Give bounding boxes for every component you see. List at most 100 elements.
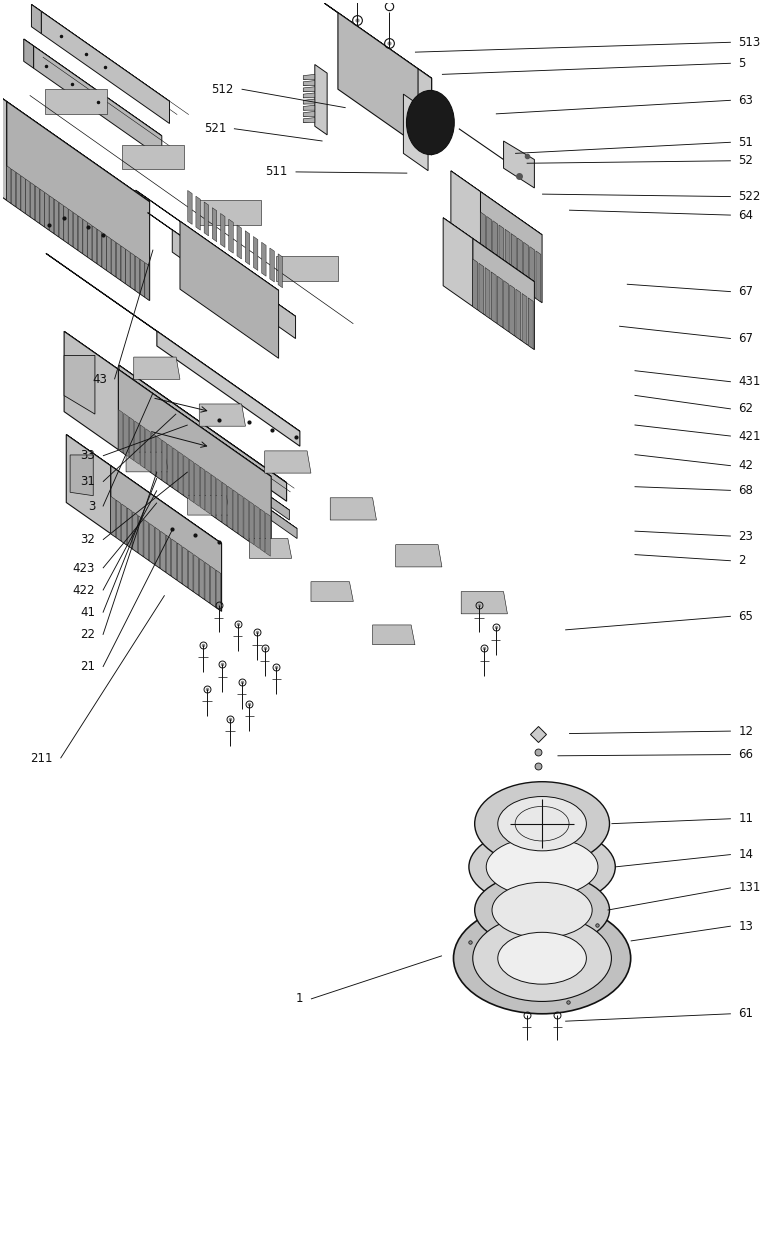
- Polygon shape: [245, 231, 250, 264]
- Text: 23: 23: [739, 529, 753, 543]
- Polygon shape: [0, 74, 150, 202]
- Polygon shape: [504, 280, 508, 331]
- Text: 66: 66: [739, 748, 753, 761]
- Text: 43: 43: [92, 373, 107, 386]
- Polygon shape: [480, 192, 542, 303]
- Text: 431: 431: [739, 376, 761, 388]
- Polygon shape: [166, 536, 171, 575]
- Polygon shape: [171, 539, 176, 579]
- Polygon shape: [0, 74, 7, 201]
- Ellipse shape: [407, 91, 454, 155]
- Polygon shape: [132, 399, 289, 510]
- Polygon shape: [184, 455, 189, 498]
- Text: 13: 13: [739, 920, 753, 932]
- Polygon shape: [127, 508, 132, 548]
- Text: 513: 513: [739, 36, 760, 48]
- Polygon shape: [189, 551, 193, 591]
- Polygon shape: [220, 213, 225, 248]
- Polygon shape: [88, 222, 92, 260]
- Polygon shape: [112, 239, 116, 277]
- Polygon shape: [124, 413, 129, 456]
- Polygon shape: [199, 558, 204, 599]
- Text: 423: 423: [73, 562, 95, 574]
- Polygon shape: [46, 253, 300, 432]
- Polygon shape: [111, 466, 222, 611]
- Text: 22: 22: [80, 629, 95, 641]
- Polygon shape: [126, 249, 130, 286]
- Polygon shape: [97, 229, 102, 267]
- Polygon shape: [524, 242, 528, 293]
- Polygon shape: [78, 216, 82, 253]
- Polygon shape: [255, 505, 259, 548]
- Polygon shape: [32, 5, 169, 102]
- Polygon shape: [157, 331, 300, 446]
- Polygon shape: [116, 500, 121, 541]
- Polygon shape: [64, 356, 95, 414]
- Polygon shape: [12, 169, 16, 207]
- Text: 67: 67: [739, 332, 753, 345]
- Polygon shape: [74, 212, 78, 250]
- Polygon shape: [133, 357, 180, 379]
- Polygon shape: [183, 547, 188, 588]
- Polygon shape: [145, 263, 149, 300]
- Polygon shape: [229, 219, 234, 253]
- Polygon shape: [30, 182, 35, 219]
- Polygon shape: [126, 453, 168, 472]
- Ellipse shape: [492, 883, 592, 937]
- Text: 68: 68: [739, 484, 753, 497]
- Polygon shape: [133, 376, 286, 501]
- Polygon shape: [33, 46, 162, 157]
- Ellipse shape: [473, 915, 611, 1002]
- Polygon shape: [516, 289, 521, 340]
- Polygon shape: [473, 259, 478, 310]
- Polygon shape: [136, 190, 279, 290]
- Text: 62: 62: [739, 403, 753, 415]
- Polygon shape: [303, 112, 315, 117]
- Polygon shape: [111, 496, 116, 537]
- Polygon shape: [499, 224, 504, 277]
- Polygon shape: [66, 434, 111, 533]
- Polygon shape: [303, 105, 315, 110]
- Polygon shape: [173, 448, 178, 491]
- Polygon shape: [45, 192, 49, 231]
- Polygon shape: [195, 463, 199, 506]
- Text: 32: 32: [81, 533, 95, 547]
- Polygon shape: [54, 200, 58, 237]
- Ellipse shape: [487, 837, 598, 897]
- Polygon shape: [211, 475, 216, 518]
- Polygon shape: [443, 218, 473, 306]
- Polygon shape: [404, 94, 428, 171]
- Polygon shape: [140, 259, 144, 296]
- Ellipse shape: [469, 827, 615, 906]
- Polygon shape: [102, 233, 106, 270]
- Text: 61: 61: [739, 1007, 753, 1021]
- Polygon shape: [24, 40, 162, 136]
- Polygon shape: [303, 118, 315, 123]
- Polygon shape: [16, 172, 20, 210]
- Polygon shape: [151, 433, 156, 476]
- Polygon shape: [35, 186, 40, 223]
- Polygon shape: [83, 219, 87, 257]
- Polygon shape: [24, 40, 33, 68]
- Polygon shape: [480, 212, 485, 263]
- Polygon shape: [178, 451, 183, 495]
- Polygon shape: [64, 331, 271, 476]
- Polygon shape: [188, 191, 192, 224]
- Polygon shape: [119, 366, 286, 482]
- Text: 12: 12: [739, 724, 753, 738]
- Polygon shape: [249, 538, 292, 558]
- Text: 42: 42: [739, 459, 753, 472]
- Polygon shape: [338, 12, 431, 155]
- Polygon shape: [461, 591, 508, 614]
- Polygon shape: [177, 543, 182, 584]
- Polygon shape: [303, 93, 315, 98]
- Ellipse shape: [453, 903, 631, 1014]
- Polygon shape: [485, 268, 490, 319]
- Polygon shape: [119, 366, 133, 394]
- Polygon shape: [237, 224, 241, 259]
- Polygon shape: [7, 166, 11, 203]
- Polygon shape: [493, 221, 497, 272]
- Polygon shape: [276, 255, 338, 280]
- Polygon shape: [155, 527, 160, 568]
- Ellipse shape: [497, 932, 587, 985]
